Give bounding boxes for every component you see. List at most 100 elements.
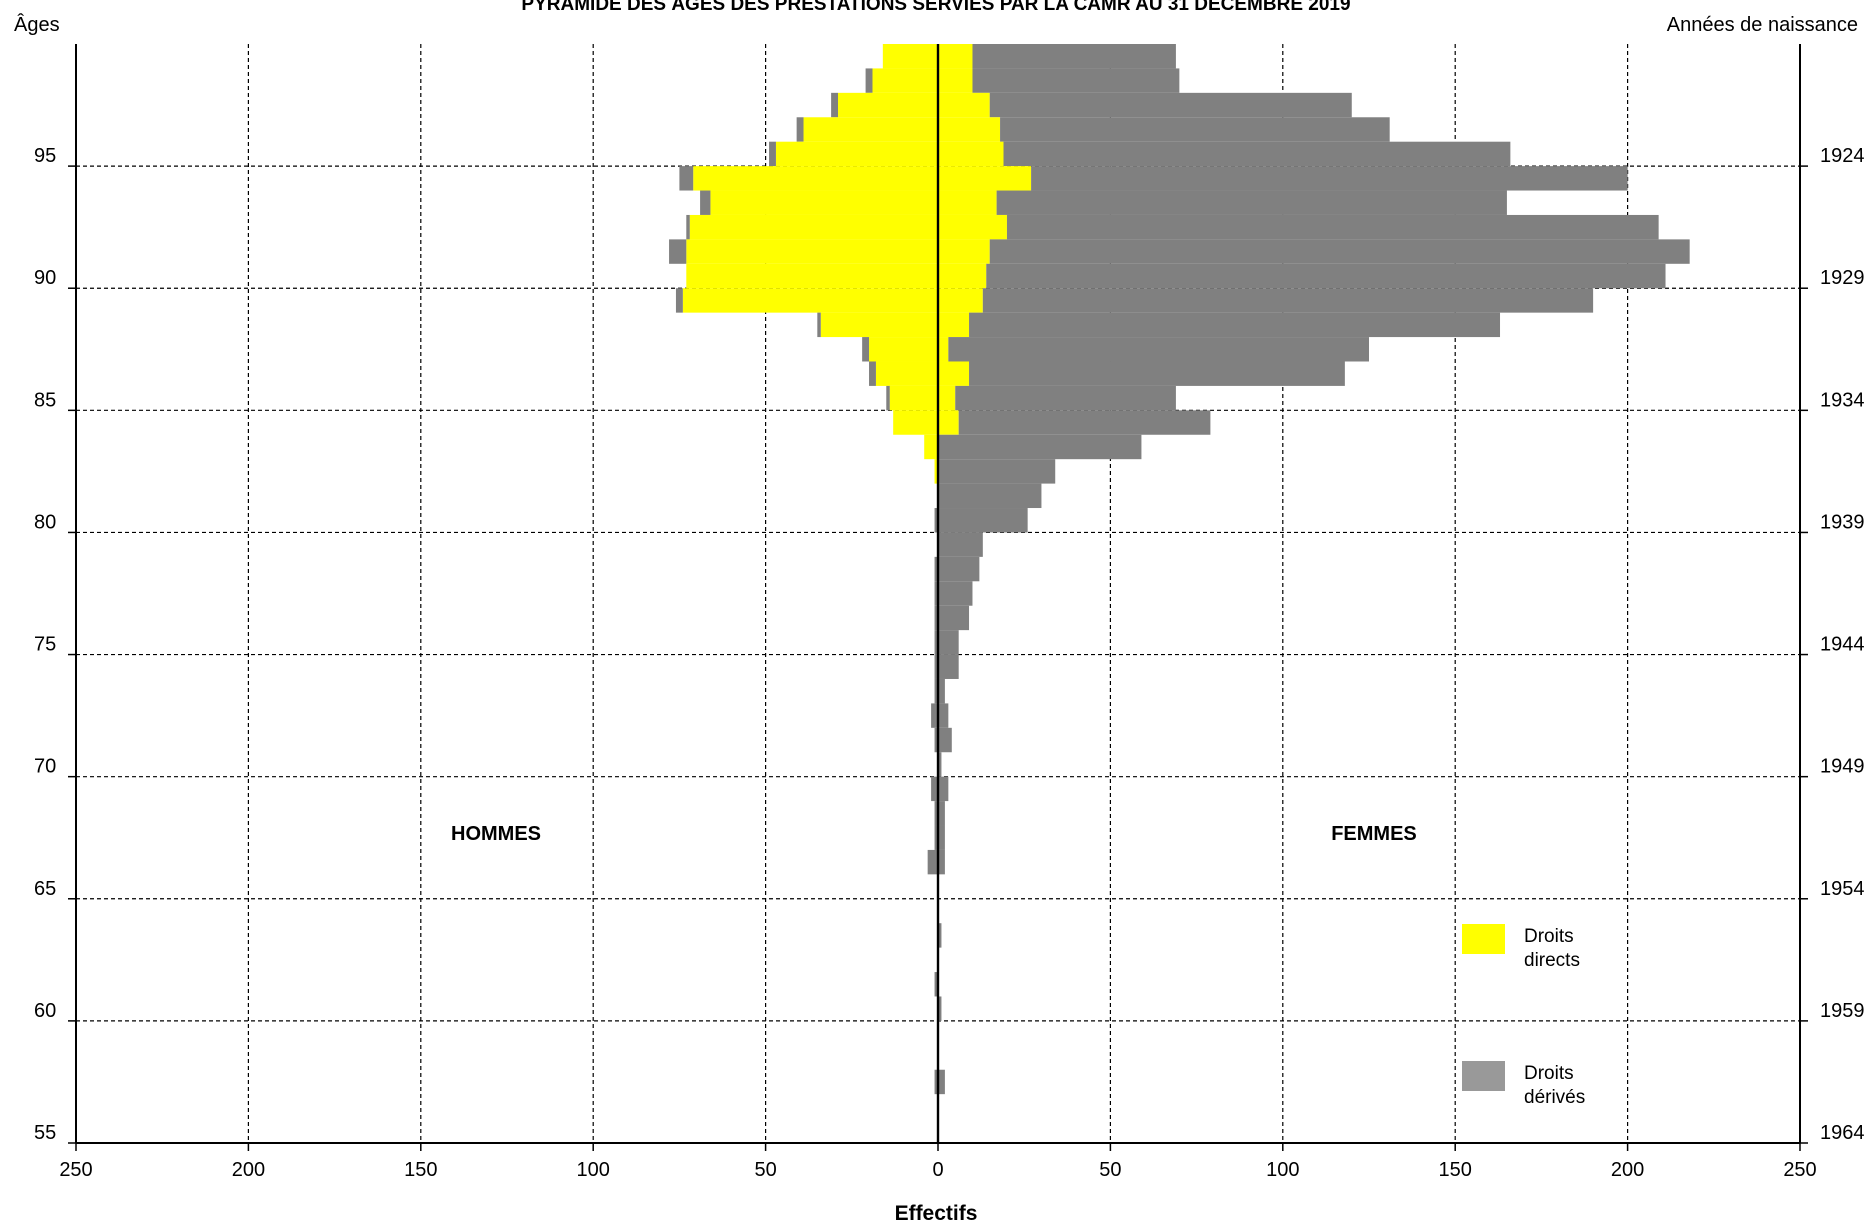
bar-femmes-derives (948, 337, 1369, 362)
bar-femmes-derives (1006, 214, 1659, 240)
birth-year-tick-label: 1934 (1820, 389, 1865, 411)
bar-femmes-derives (972, 68, 1180, 93)
bar-femmes-derives (938, 923, 942, 948)
bar-hommes-directs (872, 68, 938, 93)
chart-title: PYRAMIDE DES ÂGES DES PRESTATIONS SERVIE… (521, 0, 1350, 15)
bar-femmes-derives (996, 190, 1507, 215)
bar-femmes-derives (972, 44, 1176, 69)
age-tick-label: 90 (34, 267, 56, 289)
birth-year-tick-label: 1954 (1820, 878, 1865, 900)
bar-hommes-derives (934, 508, 938, 533)
bar-femmes-derives (1000, 117, 1390, 142)
x-tick-label: 50 (1099, 1159, 1121, 1181)
x-tick-label: 100 (1266, 1159, 1299, 1181)
legend-label: Droits (1524, 926, 1574, 947)
bar-femmes-directs (938, 214, 1007, 240)
bar-hommes-derives (934, 556, 938, 582)
bar-femmes-derives (938, 1069, 945, 1095)
age-tick-label: 55 (34, 1122, 56, 1144)
bar-hommes-directs (924, 434, 938, 460)
bar-femmes-derives (938, 678, 945, 704)
age-tick-label: 75 (34, 634, 56, 656)
y-axis-left-label: Âges (14, 13, 60, 36)
bar-hommes-derives (934, 801, 938, 826)
bar-hommes-directs (693, 166, 938, 191)
x-tick-label: 200 (1611, 1159, 1644, 1181)
bar-femmes-directs (938, 44, 973, 69)
bar-hommes-directs (682, 288, 938, 313)
bar-hommes-directs (803, 117, 938, 142)
bar-hommes-directs (869, 337, 938, 362)
bar-femmes-directs (938, 166, 1032, 191)
x-tick-label: 250 (1783, 1159, 1816, 1181)
bar-hommes-derives (769, 141, 776, 167)
bar-femmes-derives (938, 996, 942, 1021)
bar-hommes-derives (796, 117, 804, 142)
bar-hommes-derives (934, 630, 938, 655)
bar-femmes-derives (938, 508, 1028, 533)
x-tick-label: 250 (59, 1159, 92, 1181)
bar-femmes-derives (958, 410, 1211, 435)
bar-femmes-directs (938, 410, 959, 435)
bar-femmes-derives (938, 532, 983, 557)
bar-femmes-derives (938, 434, 1142, 460)
bar-hommes-derives (934, 972, 938, 997)
x-tick-label: 0 (932, 1159, 943, 1181)
age-tick-label: 80 (34, 511, 56, 533)
bar-femmes-directs (938, 92, 990, 118)
bar-hommes-directs (893, 410, 938, 435)
age-tick-label: 70 (34, 756, 56, 778)
bar-femmes-directs (938, 190, 997, 215)
bar-femmes-derives (986, 263, 1666, 289)
bar-hommes-derives (679, 166, 694, 191)
side-label-femmes: FEMMES (1331, 823, 1417, 845)
bar-femmes-derives (938, 776, 949, 802)
age-tick-label: 65 (34, 878, 56, 900)
bar-hommes-directs (875, 361, 938, 386)
bar-femmes-directs (938, 239, 990, 264)
bar-hommes-derives (865, 68, 873, 93)
birth-year-tick-label: 1939 (1820, 511, 1865, 533)
bar-femmes-derives (969, 312, 1501, 338)
bar-hommes-derives (934, 825, 938, 850)
bar-hommes-derives (886, 385, 890, 411)
bar-hommes-derives (934, 727, 938, 753)
x-axis-label: Effectifs (895, 1202, 978, 1222)
bar-femmes-derives (982, 288, 1594, 313)
bar-femmes-derives (938, 581, 973, 606)
bar-hommes-directs (820, 312, 938, 338)
bar-femmes-derives (938, 703, 949, 728)
bar-femmes-derives (938, 801, 945, 826)
legend-label: directs (1524, 950, 1580, 971)
bar-femmes-derives (938, 459, 1056, 484)
bars (669, 44, 1690, 1095)
bar-hommes-directs (710, 190, 938, 215)
age-tick-label: 60 (34, 1000, 56, 1022)
bar-femmes-derives (938, 483, 1042, 509)
bar-femmes-directs (938, 288, 983, 313)
bar-femmes-derives (969, 361, 1345, 386)
bar-hommes-derives (931, 776, 938, 802)
bar-hommes-derives (934, 605, 938, 631)
side-label-hommes: HOMMES (451, 823, 541, 845)
bar-hommes-derives (700, 190, 711, 215)
bar-femmes-directs (938, 312, 970, 338)
x-tick-label: 150 (1439, 1159, 1472, 1181)
bar-hommes-derives (669, 239, 687, 264)
age-tick-label: 95 (34, 145, 56, 167)
birth-year-tick-label: 1929 (1820, 267, 1865, 289)
bar-femmes-directs (938, 68, 973, 93)
birth-year-tick-label: 1949 (1820, 756, 1865, 778)
bar-femmes-derives (938, 849, 945, 875)
bar-hommes-derives (934, 654, 938, 679)
bar-femmes-derives (938, 556, 980, 582)
x-tick-label: 100 (577, 1159, 610, 1181)
bar-femmes-derives (938, 630, 959, 655)
bar-femmes-derives (938, 825, 945, 850)
birth-year-tick-label: 1924 (1820, 145, 1865, 167)
bar-femmes-directs (938, 141, 1004, 167)
bar-hommes-derives (931, 703, 938, 728)
legend-label: Droits (1524, 1063, 1574, 1084)
x-tick-label: 200 (232, 1159, 265, 1181)
bar-hommes-derives (862, 337, 870, 362)
